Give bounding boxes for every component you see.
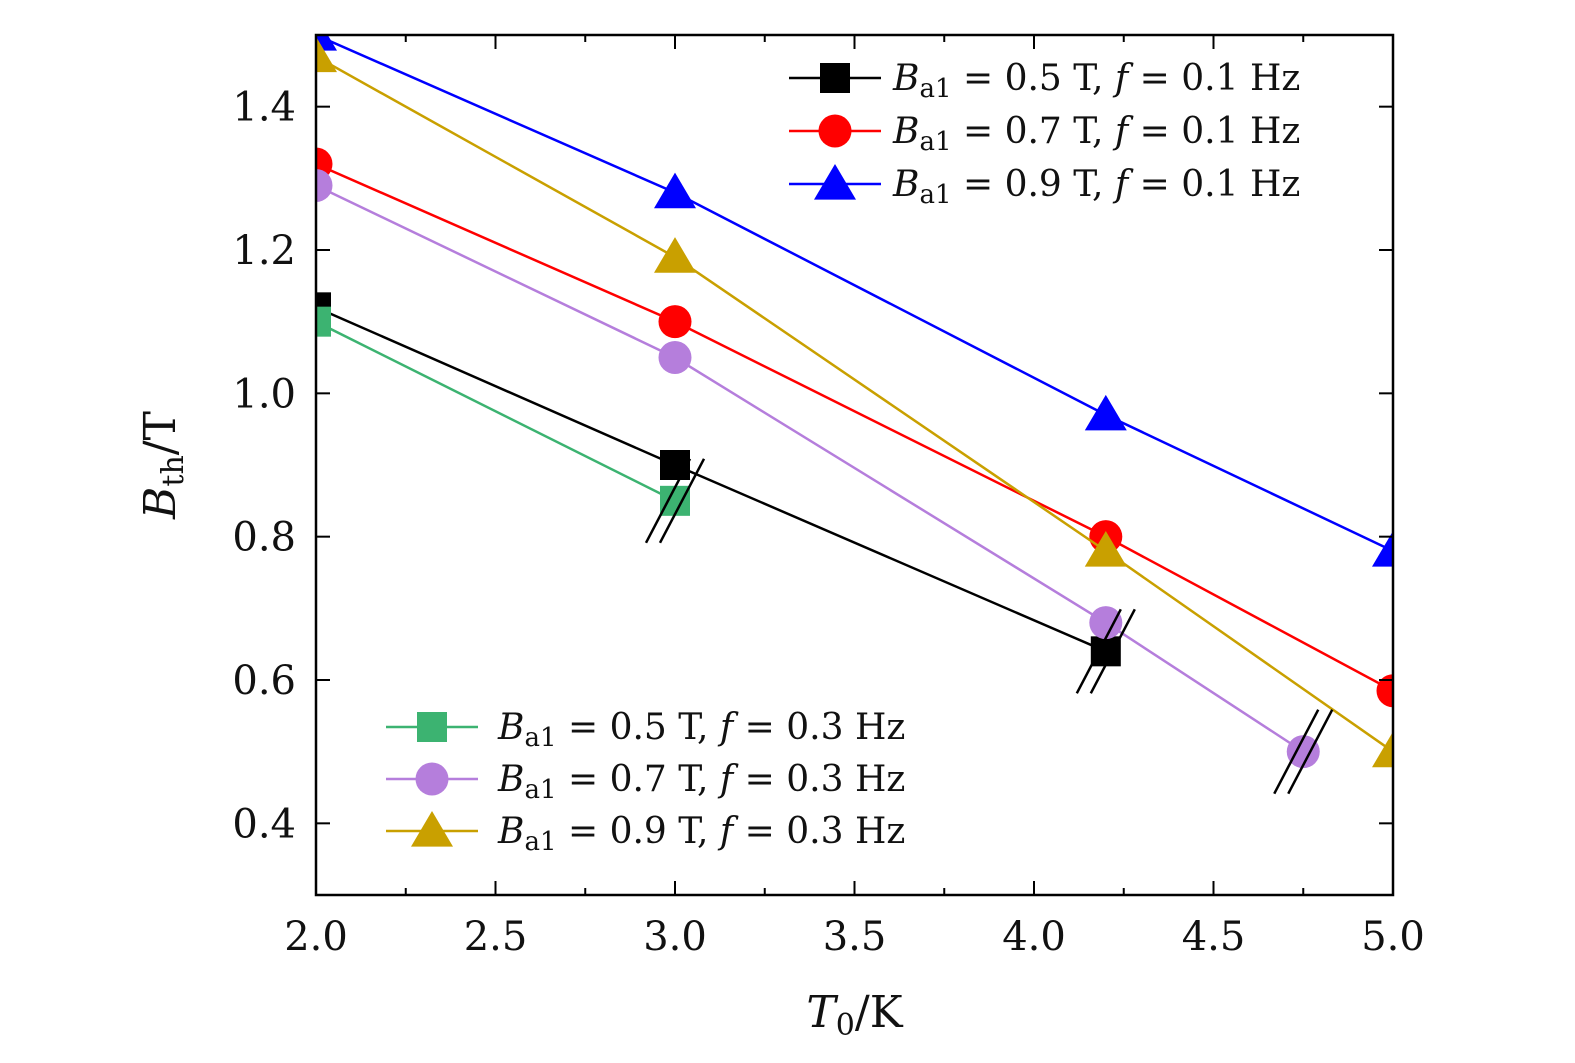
data-point-s6-1 (654, 237, 696, 273)
data-point-s4-0 (316, 306, 331, 337)
series-s1 (316, 292, 1121, 667)
legend-marker (820, 63, 850, 93)
data-point-s3-3 (1372, 531, 1393, 567)
data-point-s4-1 (660, 485, 690, 516)
data-point-s5-3 (1286, 735, 1320, 769)
data-point-s5-0 (316, 169, 333, 202)
legend-entry-s3: Ba1 = 0.9 T, f = 0.1 Hz (789, 164, 1300, 210)
x-tick-label: 2.5 (464, 914, 528, 960)
series-line-s6 (316, 55, 1393, 753)
legend-layer: Ba1 = 0.5 T, f = 0.1 Hz Ba1 = 0.7 T, f = … (386, 58, 1300, 857)
legend-marker (411, 811, 453, 847)
y-tick-label: 0.8 (232, 515, 296, 561)
series-line-s2 (316, 162, 1393, 692)
x-tick-label: 3.0 (643, 914, 707, 960)
x-tick-label: 3.5 (823, 914, 887, 960)
data-point-s2-3 (1376, 674, 1393, 708)
legend-label: Ba1 = 0.7 T, f = 0.1 Hz (892, 111, 1300, 157)
data-point-s5-2 (1089, 606, 1123, 640)
y-axis-title: Bth/T (135, 411, 191, 520)
data-point-s5-1 (658, 341, 692, 374)
x-axis-title: T0/K (806, 987, 903, 1043)
break-mark-line (1273, 709, 1320, 795)
y-tick-label: 1.0 (232, 371, 296, 417)
y-tick-label: 0.6 (232, 658, 296, 704)
series-s5 (316, 169, 1320, 769)
series-layer (316, 35, 1393, 769)
legend-label: Ba1 = 0.7 T, f = 0.3 Hz (497, 759, 905, 805)
axes-layer: 2.0 2.5 3.0 3.5 4.0 4.5 5.0 0.4 0.6 0.8 1.0 1.2 1.4 T… (135, 35, 1425, 1043)
break-mark-line (1287, 709, 1334, 795)
series-line-s3 (316, 35, 1393, 553)
legend-marker (417, 712, 447, 742)
series-line-s4 (316, 320, 676, 502)
break-mark-line (1089, 608, 1136, 694)
break-mark-line (644, 458, 692, 544)
series-line-s5 (316, 184, 1304, 753)
legend-entry-s4: Ba1 = 0.5 T, f = 0.3 Hz (386, 707, 905, 753)
legend-entry-s6: Ba1 = 0.9 T, f = 0.3 Hz (386, 811, 905, 857)
data-point-s2-1 (658, 305, 692, 339)
series-s4 (316, 306, 690, 516)
series-s2 (316, 147, 1393, 708)
data-point-s6-3 (1372, 731, 1393, 768)
legend-marker (814, 164, 856, 200)
x-tick-label: 2.0 (284, 914, 348, 960)
annotation-layer (644, 458, 1334, 795)
y-tick-label: 0.4 (232, 801, 296, 847)
legend-top-right: Ba1 = 0.5 T, f = 0.1 Hz Ba1 = 0.7 T, f = … (789, 58, 1300, 210)
data-point-s1-2 (1090, 636, 1121, 667)
data-point-s1-1 (660, 450, 690, 480)
data-point-s6-2 (1084, 531, 1127, 567)
x-tick-label: 4.5 (1182, 914, 1246, 960)
legend-marker (818, 114, 852, 148)
break-mark (644, 458, 706, 544)
break-mark (1273, 709, 1334, 795)
x-tick-label: 4.0 (1002, 914, 1066, 960)
break-mark-line (1075, 608, 1122, 694)
legend-entry-s1: Ba1 = 0.5 T, f = 0.1 Hz (789, 58, 1300, 104)
series-line-s1 (316, 306, 1107, 653)
legend-label: Ba1 = 0.9 T, f = 0.1 Hz (892, 164, 1300, 210)
y-tick-label: 1.2 (232, 228, 296, 274)
series-s6 (316, 36, 1393, 768)
legend-label: Ba1 = 0.5 T, f = 0.1 Hz (892, 58, 1300, 104)
legend-label: Ba1 = 0.9 T, f = 0.3 Hz (497, 811, 905, 857)
data-point-s6-0 (316, 36, 337, 73)
legend-bottom-left: Ba1 = 0.5 T, f = 0.3 Hz Ba1 = 0.7 T, f = … (386, 707, 905, 857)
x-tick-label: 5.0 (1361, 914, 1425, 960)
break-mark (1075, 608, 1136, 694)
legend-entry-s5: Ba1 = 0.7 T, f = 0.3 Hz (386, 759, 905, 805)
legend-marker (415, 762, 449, 796)
y-tick-label: 1.4 (232, 85, 296, 131)
legend-label: Ba1 = 0.5 T, f = 0.3 Hz (497, 707, 905, 753)
data-point-s3-1 (654, 172, 696, 209)
break-mark-line (658, 458, 706, 544)
data-point-s3-2 (1084, 394, 1127, 431)
legend-entry-s2: Ba1 = 0.7 T, f = 0.1 Hz (789, 111, 1300, 157)
